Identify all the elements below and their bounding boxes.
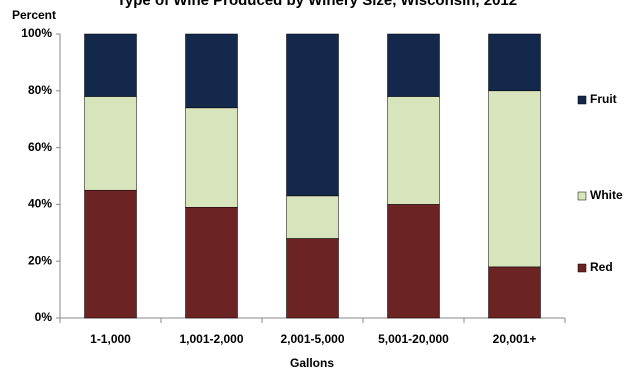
bar-segment <box>84 189 137 319</box>
x-tick-label: 1,001-2,000 <box>179 332 243 346</box>
bar-segment <box>185 206 238 319</box>
legend-swatch <box>577 191 587 201</box>
x-tick-label: 1-1,000 <box>90 332 131 346</box>
legend-label: White <box>590 188 623 202</box>
x-tick-label: 5,001-20,000 <box>378 332 449 346</box>
bar-segment <box>286 195 339 239</box>
bar-segment <box>185 33 238 109</box>
y-axis-label: Percent <box>12 8 56 22</box>
x-tick-label: 20,001+ <box>493 332 537 346</box>
legend-swatch <box>577 95 587 105</box>
y-tick-label: 100% <box>21 26 52 40</box>
x-tick-label: 2,001-5,000 <box>280 332 344 346</box>
legend-swatch <box>577 263 587 273</box>
bar-segment <box>84 96 137 191</box>
y-tick-label: 40% <box>28 197 52 211</box>
x-axis-label: Gallons <box>290 356 334 370</box>
y-tick-label: 0% <box>35 310 53 324</box>
y-tick-label: 80% <box>28 83 52 97</box>
bar-segment <box>488 266 541 319</box>
bar-segment <box>286 33 339 197</box>
bar-segment <box>387 204 440 319</box>
bar-segment <box>387 33 440 97</box>
bar-segment <box>488 90 541 268</box>
bar-segment <box>84 33 137 97</box>
legend-label: Red <box>590 260 613 274</box>
legend-label: Fruit <box>590 92 617 106</box>
bar-segment <box>387 96 440 205</box>
chart-title: Type of Wine Produced by Winery Size, Wi… <box>117 0 517 9</box>
bar-segment <box>185 107 238 208</box>
bar-segment <box>286 238 339 319</box>
y-tick-label: 20% <box>28 253 52 267</box>
bar-segment <box>488 33 541 92</box>
y-tick-label: 60% <box>28 140 52 154</box>
